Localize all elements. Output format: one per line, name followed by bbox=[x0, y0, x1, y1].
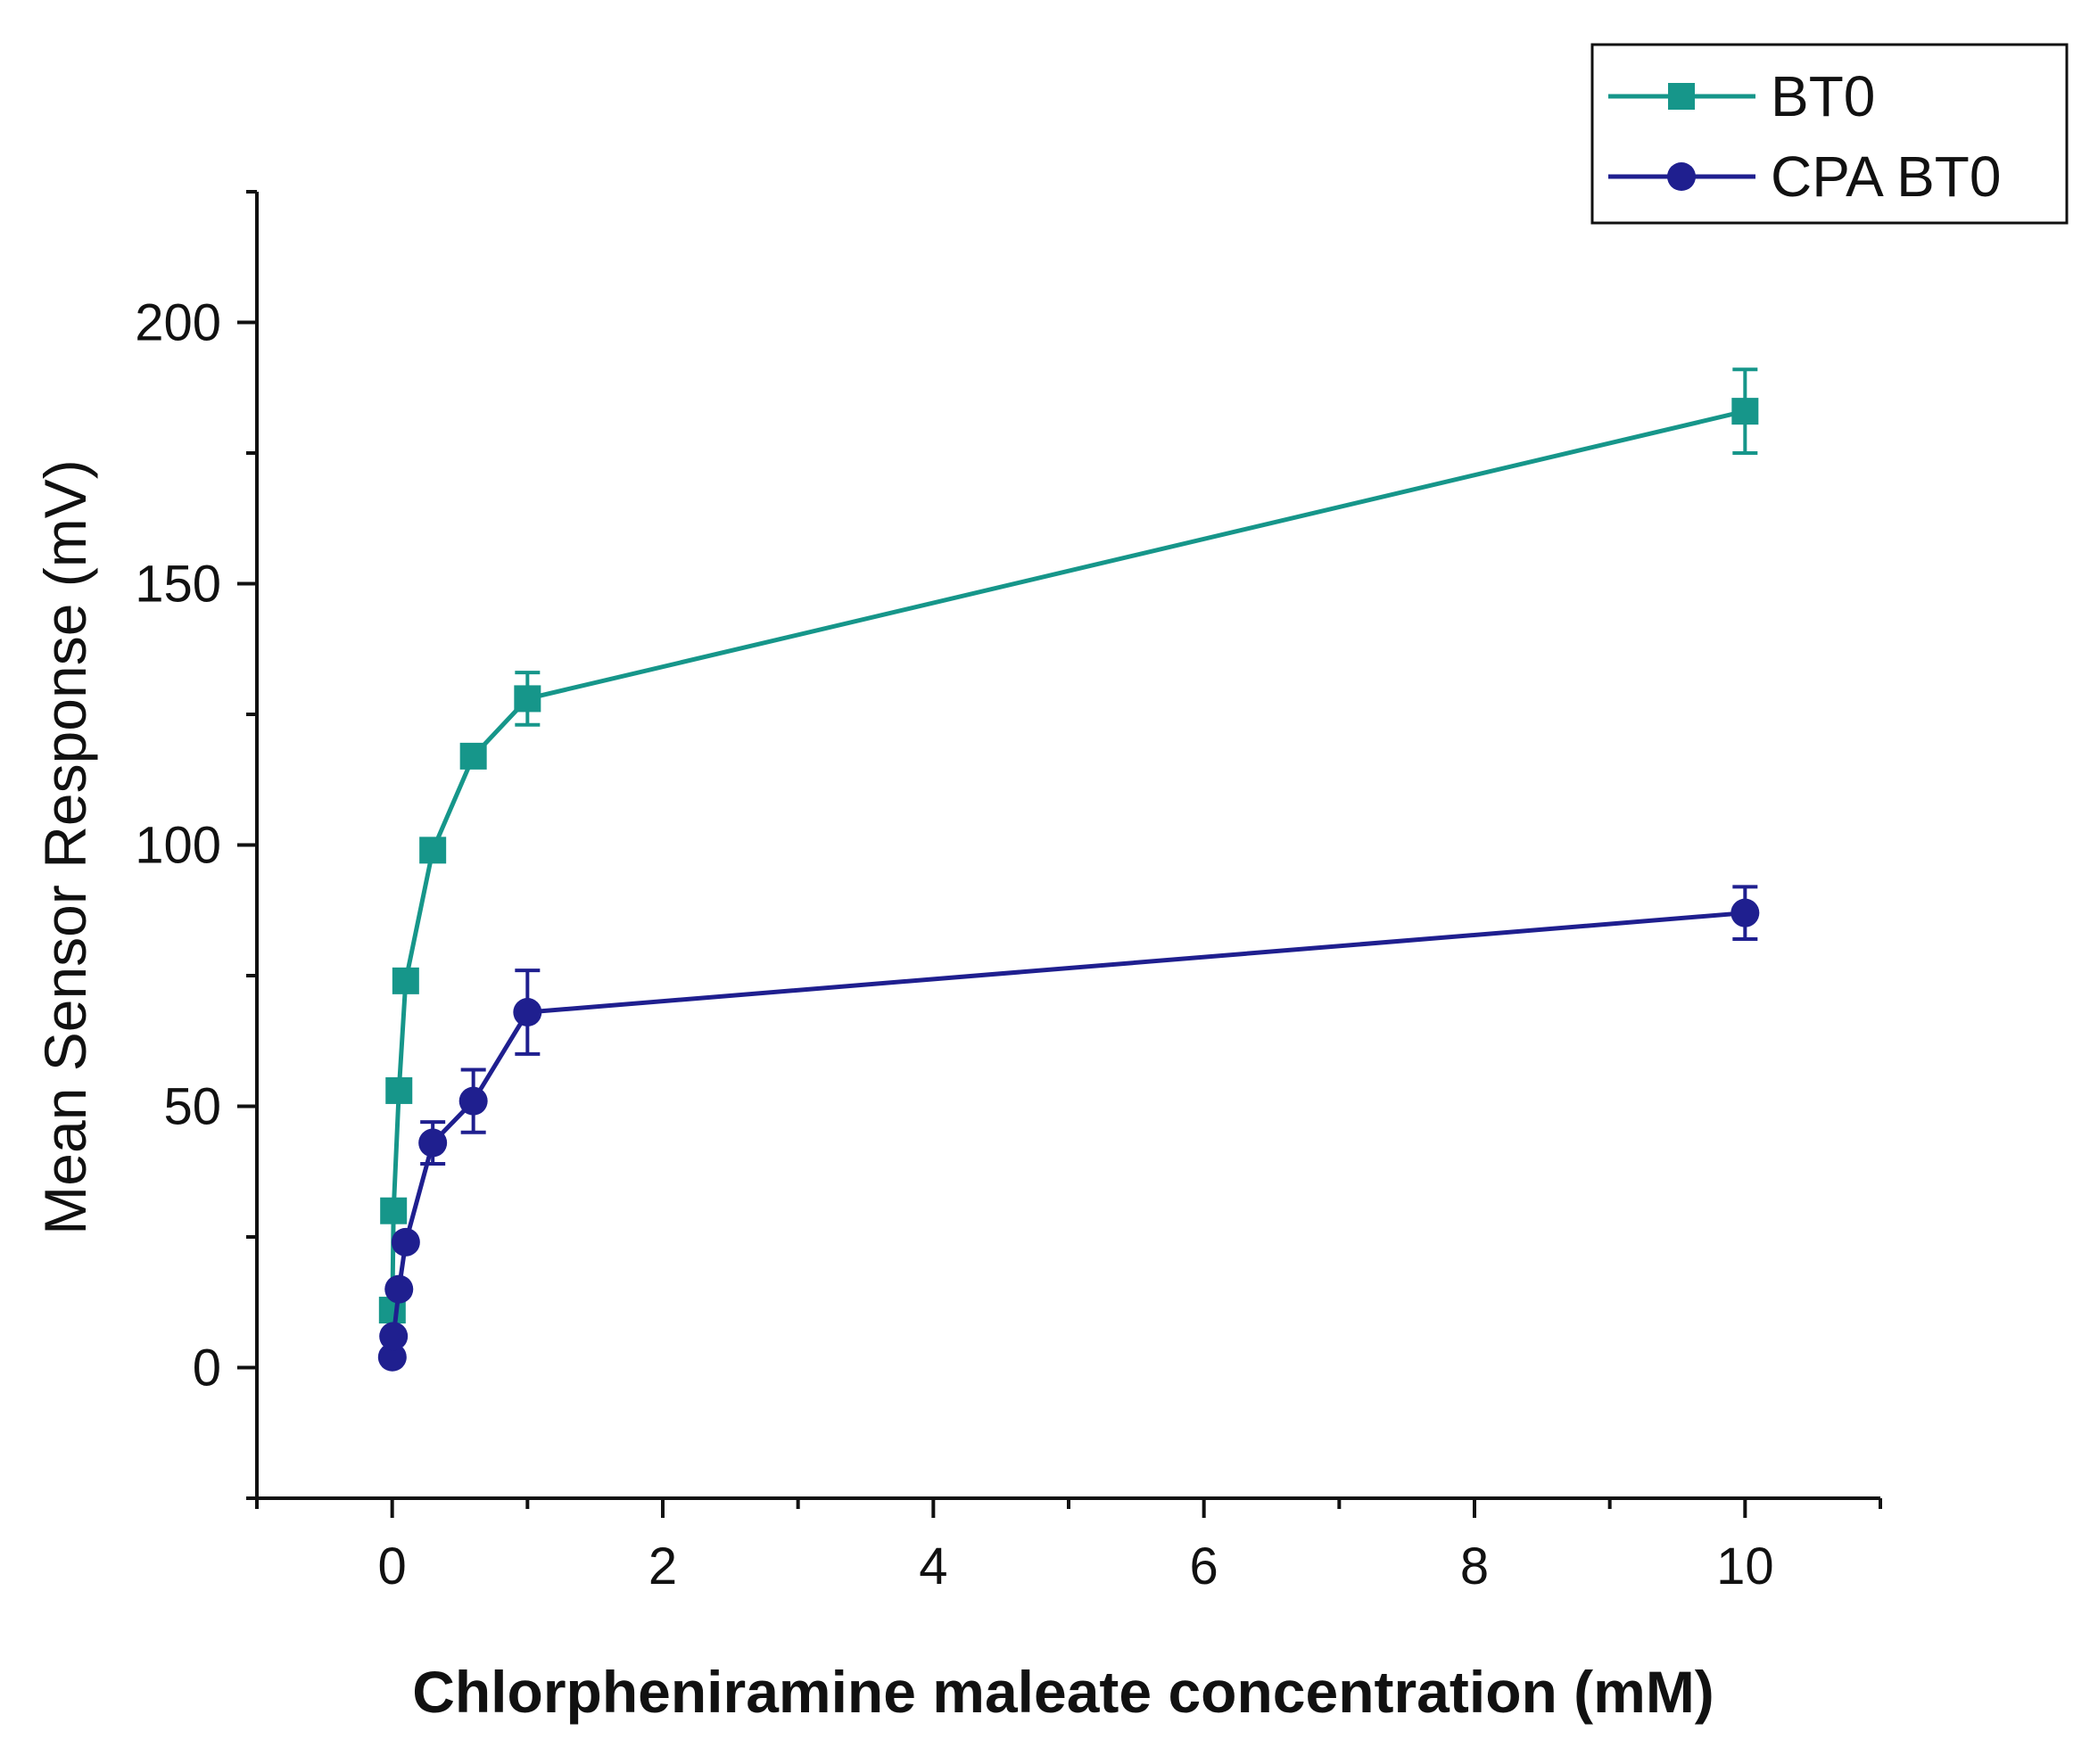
y-tick-label: 0 bbox=[193, 1339, 221, 1397]
y-tick-label: 50 bbox=[163, 1078, 221, 1136]
x-axis-title: Chlorpheniramine maleate concentration (… bbox=[412, 1659, 1714, 1725]
data-point bbox=[458, 1086, 488, 1116]
legend-label: CPA BT0 bbox=[1771, 144, 2001, 209]
x-tick-label: 4 bbox=[919, 1537, 947, 1595]
legend-item-bt0: BT0 bbox=[1608, 64, 1875, 128]
data-point bbox=[380, 1197, 408, 1224]
data-point bbox=[1731, 398, 1759, 425]
x-tick-label: 8 bbox=[1460, 1537, 1489, 1595]
legend-marker bbox=[1667, 162, 1696, 191]
data-point bbox=[459, 742, 487, 770]
series-line-cpa-bt0 bbox=[390, 911, 1746, 1357]
data-point bbox=[513, 998, 542, 1027]
legend-item-cpa-bt0: CPA BT0 bbox=[1608, 144, 2001, 209]
data-point bbox=[391, 1227, 420, 1257]
series-layer bbox=[377, 367, 1760, 1372]
legend-label: BT0 bbox=[1771, 64, 1875, 128]
series-bt0 bbox=[378, 367, 1759, 1324]
x-tick-label: 6 bbox=[1190, 1537, 1218, 1595]
y-tick-label: 100 bbox=[135, 817, 221, 875]
legend-box bbox=[1590, 43, 2069, 225]
data-point bbox=[392, 967, 419, 994]
data-point bbox=[379, 1322, 409, 1351]
x-tick-label: 10 bbox=[1716, 1537, 1774, 1595]
series-line-bt0 bbox=[390, 408, 1746, 1311]
legend: BT0 CPA BT0 bbox=[1590, 43, 2069, 225]
data-point bbox=[1730, 898, 1760, 927]
x-tick-label: 0 bbox=[378, 1537, 407, 1595]
data-point bbox=[385, 1076, 413, 1104]
data-point bbox=[419, 837, 447, 864]
data-point bbox=[418, 1128, 448, 1158]
data-point bbox=[384, 1274, 414, 1304]
y-tick-label: 150 bbox=[135, 556, 221, 614]
series-cpa-bt0 bbox=[377, 885, 1760, 1372]
y-axis-title: Mean Sensor Response (mV) bbox=[32, 459, 98, 1234]
legend-marker bbox=[1668, 83, 1695, 110]
y-tick-label: 200 bbox=[135, 294, 221, 352]
data-point bbox=[514, 685, 541, 713]
data-point bbox=[377, 1342, 407, 1372]
x-tick-label: 2 bbox=[648, 1537, 677, 1595]
